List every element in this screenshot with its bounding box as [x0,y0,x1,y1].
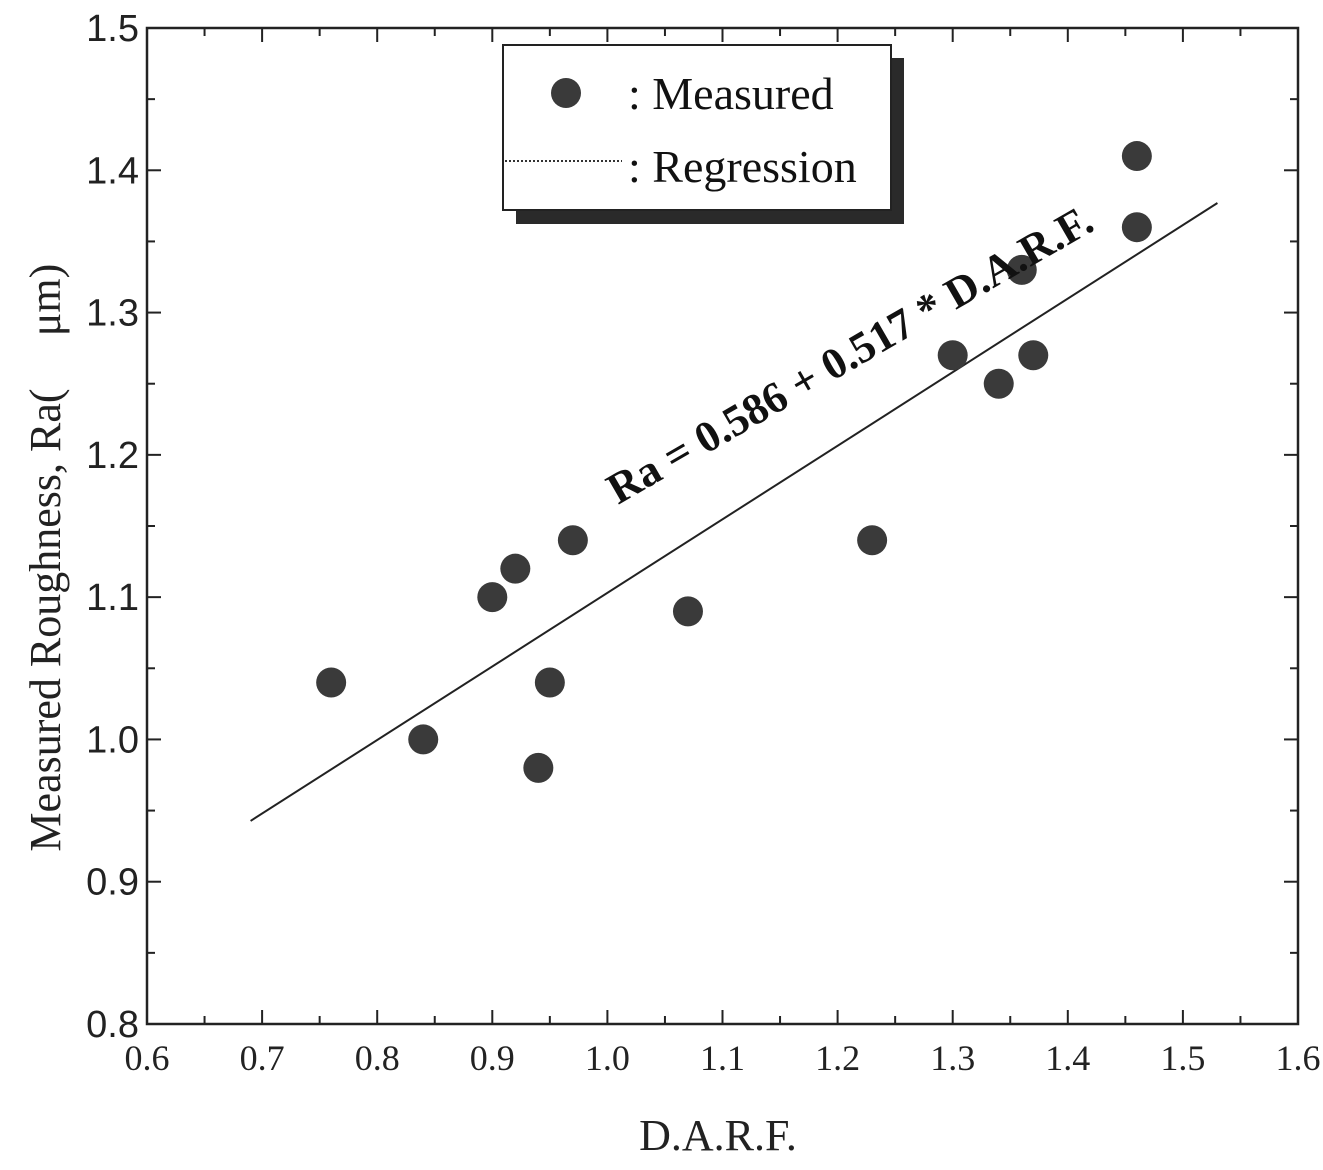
y-tick-label: 0.9 [86,862,139,904]
x-tick-labels: 0.6 0.7 0.8 0.9 1.0 1.1 1.2 1.3 1.4 1.5 1.6 [125,1038,1321,1078]
data-point [1121,141,1152,172]
legend-measured-label: : Measured [628,68,834,119]
y-tick-label: 1.5 [86,8,139,50]
data-point [672,596,703,627]
y-tick-label: 0.8 [86,1004,139,1046]
y-tick-label: 1.3 [86,293,139,335]
data-point [500,553,531,584]
x-tick-label: 1.0 [585,1038,630,1078]
x-tick-label: 1.1 [700,1038,745,1078]
x-tick-label: 0.6 [125,1038,170,1078]
data-point [534,667,565,698]
data-point [316,667,347,698]
data-point [523,752,554,783]
x-tick-label: 0.9 [470,1038,515,1078]
data-point [408,724,439,755]
x-tick-label: 1.3 [930,1038,975,1078]
y-tick-label: 1.0 [86,719,139,761]
data-point [1018,340,1049,371]
data-point [937,340,968,371]
y-tick-label: 1.4 [86,150,139,192]
x-tick-label: 1.2 [815,1038,860,1078]
y-tick-label: 1.1 [86,577,139,619]
x-tick-label: 0.7 [240,1038,285,1078]
data-point [857,525,888,556]
x-tick-label: 0.8 [355,1038,400,1078]
regression-line [250,202,1218,822]
axis-ticks [146,27,1299,1025]
x-axis-title: D.A.R.F. [639,1111,797,1160]
x-tick-label: 1.6 [1276,1038,1321,1078]
legend-measured-marker [551,78,581,108]
data-point [983,368,1014,399]
y-axis-title-unit: μm) [21,264,70,336]
x-tick-label: 1.5 [1160,1038,1205,1078]
data-point [477,582,508,613]
legend-box [502,44,892,211]
data-point [1121,212,1152,243]
y-tick-label: 1.2 [86,435,139,477]
x-tick-label: 1.4 [1045,1038,1090,1078]
legend: : Measured : Regression [502,44,904,224]
legend-regression-label: : Regression [628,141,857,192]
y-tick-labels: 0.8 0.9 1.0 1.1 1.2 1.3 1.4 1.5 [86,8,139,1046]
data-point [557,525,588,556]
y-axis-title: Measured Roughness, Ra( [21,388,70,851]
measured-points [316,141,1152,783]
data-point [1006,254,1037,285]
